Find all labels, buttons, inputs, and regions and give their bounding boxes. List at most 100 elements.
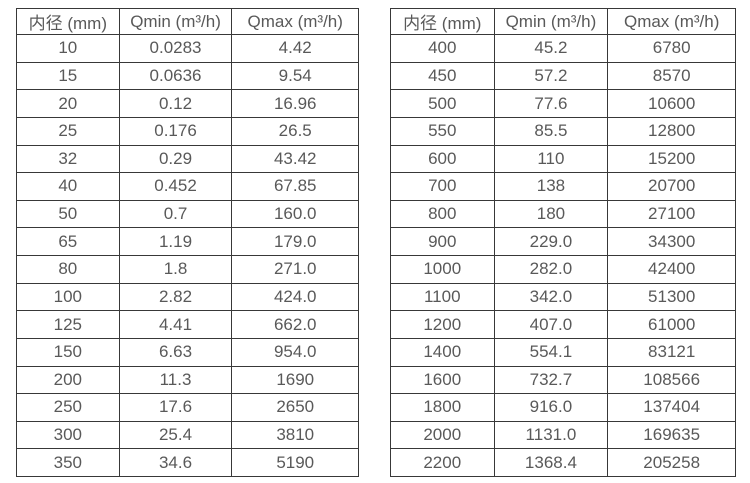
- cell: 169635: [607, 420, 736, 450]
- cell: 0.176: [118, 116, 233, 146]
- cell: 67.85: [231, 172, 359, 201]
- cell: 83121: [607, 337, 736, 367]
- cell: 1800: [390, 393, 495, 422]
- cell: 662.0: [231, 310, 359, 339]
- cell: 600: [390, 144, 495, 174]
- table-row: 200 11.3 1690: [16, 365, 359, 395]
- cell: 1.19: [118, 227, 233, 256]
- cell: 25.4: [118, 420, 233, 450]
- cell: 0.452: [118, 172, 233, 201]
- table-row: 500 77.6 10600: [390, 89, 736, 118]
- cell: 77.6: [493, 89, 609, 118]
- cell: 400: [390, 34, 495, 63]
- cell: 300: [16, 420, 120, 450]
- table-row: 2000 1131.0 169635: [390, 420, 736, 450]
- cell: 20700: [607, 172, 736, 201]
- cell: 137404: [607, 393, 736, 422]
- cell: 4.41: [118, 310, 233, 339]
- cell: 40: [16, 172, 120, 201]
- table-row: 900 229.0 34300: [390, 227, 736, 256]
- cell: 42400: [607, 255, 736, 284]
- cell: 110: [493, 144, 609, 174]
- table-row: 40 0.452 67.85: [16, 172, 359, 201]
- table-row: 1000 282.0 42400: [390, 255, 736, 284]
- cell: 150: [16, 337, 120, 367]
- cell: 15: [16, 61, 120, 91]
- cell: 12800: [607, 116, 736, 146]
- header-row: 内径 (mm) Qmin (m³/h) Qmax (m³/h): [16, 8, 359, 35]
- cell: 11.3: [118, 365, 233, 395]
- table-row: 1600 732.7 108566: [390, 365, 736, 395]
- table-header: 内径 (mm) Qmin (m³/h) Qmax (m³/h): [16, 8, 359, 35]
- flow-table-small-diameters: 内径 (mm) Qmin (m³/h) Qmax (m³/h) 10 0.0283 4.…: [16, 8, 359, 477]
- table-row: 32 0.29 43.42: [16, 144, 359, 174]
- cell: 4.42: [231, 34, 359, 63]
- cell: 180: [493, 199, 609, 229]
- cell: 3810: [231, 420, 359, 450]
- cell: 0.12: [118, 89, 233, 118]
- flow-table-large-diameters: 内径 (mm) Qmin (m³/h) Qmax (m³/h) 400 45.2 678…: [390, 8, 736, 477]
- cell: 271.0: [231, 255, 359, 284]
- cell: 2200: [390, 448, 495, 477]
- cell: 1600: [390, 365, 495, 395]
- cell: 0.0283: [118, 34, 233, 63]
- cell: 250: [16, 393, 120, 422]
- cell: 26.5: [231, 116, 359, 146]
- table-row: 20 0.12 16.96: [16, 89, 359, 118]
- cell: 1400: [390, 337, 495, 367]
- table-row: 300 25.4 3810: [16, 420, 359, 450]
- table-row: 1800 916.0 137404: [390, 393, 736, 422]
- cell: 10: [16, 34, 120, 63]
- cell: 20: [16, 89, 120, 118]
- cell: 85.5: [493, 116, 609, 146]
- cell: 51300: [607, 282, 736, 312]
- table-row: 150 6.63 954.0: [16, 337, 359, 367]
- cell: 10600: [607, 89, 736, 118]
- table-row: 250 17.6 2650: [16, 393, 359, 422]
- cell: 9.54: [231, 61, 359, 91]
- cell: 700: [390, 172, 495, 201]
- cell: 80: [16, 255, 120, 284]
- table-row: 1200 407.0 61000: [390, 310, 736, 339]
- column-header: 内径 (mm): [390, 8, 495, 35]
- column-header: 内径 (mm): [16, 8, 120, 35]
- cell: 2.82: [118, 282, 233, 312]
- cell: 50: [16, 199, 120, 229]
- table-body: 400 45.2 6780 450 57.2 8570 500 77.6 10600 550 85.…: [390, 34, 736, 477]
- cell: 900: [390, 227, 495, 256]
- cell: 6780: [607, 34, 736, 63]
- table-row: 25 0.176 26.5: [16, 116, 359, 146]
- cell: 32: [16, 144, 120, 174]
- cell: 282.0: [493, 255, 609, 284]
- cell: 25: [16, 116, 120, 146]
- cell: 179.0: [231, 227, 359, 256]
- cell: 450: [390, 61, 495, 91]
- column-header: Qmax (m³/h): [231, 8, 359, 35]
- cell: 550: [390, 116, 495, 146]
- cell: 1690: [231, 365, 359, 395]
- cell: 160.0: [231, 199, 359, 229]
- column-header: Qmin (m³/h): [118, 8, 233, 35]
- cell: 27100: [607, 199, 736, 229]
- cell: 350: [16, 448, 120, 477]
- table-row: 50 0.7 160.0: [16, 199, 359, 229]
- table-row: 80 1.8 271.0: [16, 255, 359, 284]
- cell: 1100: [390, 282, 495, 312]
- cell: 500: [390, 89, 495, 118]
- table-row: 400 45.2 6780: [390, 34, 736, 63]
- cell: 554.1: [493, 337, 609, 367]
- cell: 916.0: [493, 393, 609, 422]
- cell: 57.2: [493, 61, 609, 91]
- cell: 954.0: [231, 337, 359, 367]
- cell: 424.0: [231, 282, 359, 312]
- table-row: 2200 1368.4 205258: [390, 448, 736, 477]
- cell: 17.6: [118, 393, 233, 422]
- cell: 1000: [390, 255, 495, 284]
- table-row: 600 110 15200: [390, 144, 736, 174]
- cell: 1368.4: [493, 448, 609, 477]
- cell: 16.96: [231, 89, 359, 118]
- cell: 15200: [607, 144, 736, 174]
- cell: 65: [16, 227, 120, 256]
- table-row: 350 34.6 5190: [16, 448, 359, 477]
